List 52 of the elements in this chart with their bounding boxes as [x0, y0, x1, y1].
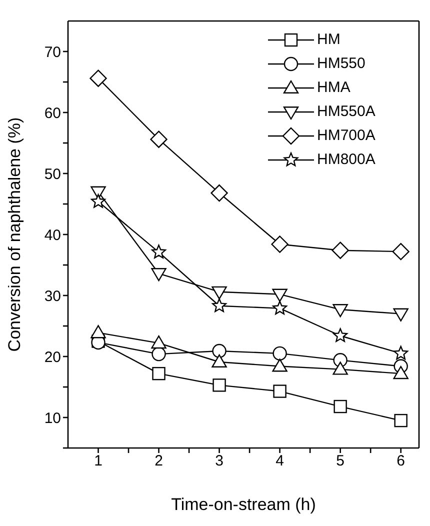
x-tick-label: 4 — [276, 452, 284, 470]
x-tick-label: 3 — [215, 452, 224, 470]
point — [152, 366, 166, 380]
point — [152, 346, 166, 362]
legend-label: HM — [317, 30, 340, 50]
legend-label: HM800A — [317, 150, 376, 170]
y-tick-label: 70 — [44, 44, 61, 61]
point — [393, 308, 408, 322]
x-tick-label: 2 — [154, 452, 163, 470]
point — [273, 384, 286, 398]
point — [151, 268, 166, 282]
point — [212, 378, 226, 392]
legend-label: HM550A — [317, 102, 376, 122]
x-tick-label: 5 — [336, 452, 344, 470]
point — [393, 366, 408, 380]
point — [91, 194, 106, 208]
point — [272, 300, 288, 315]
point — [272, 346, 287, 361]
point — [334, 400, 347, 414]
point — [333, 328, 348, 342]
legend-label: HM700A — [317, 126, 376, 146]
point — [150, 130, 168, 148]
point — [212, 354, 227, 368]
y-tick-label: 40 — [44, 226, 61, 244]
y-tick-label: 10 — [44, 410, 61, 427]
point — [332, 304, 348, 318]
y-tick-label: 30 — [44, 288, 61, 305]
point — [392, 242, 410, 260]
legend-label: HMA — [317, 78, 350, 98]
point — [332, 242, 349, 259]
point — [332, 362, 348, 375]
legend-label: HM550 — [317, 54, 366, 74]
x-tick-label: 6 — [396, 452, 406, 470]
y-axis-title: Conversion of naphthalene (%) — [5, 117, 24, 352]
y-tick-label: 20 — [44, 348, 61, 366]
point — [90, 70, 107, 87]
point — [152, 244, 166, 258]
point — [394, 346, 408, 360]
point — [210, 184, 228, 202]
point — [271, 236, 288, 253]
point — [272, 358, 288, 372]
x-axis-title: Time-on-stream (h) — [171, 495, 316, 514]
point — [272, 288, 288, 302]
point — [212, 286, 227, 300]
point — [212, 344, 226, 358]
point — [394, 414, 408, 428]
point — [151, 335, 166, 349]
y-tick-label: 60 — [44, 104, 61, 122]
point — [90, 325, 106, 338]
y-tick-label: 50 — [44, 166, 61, 183]
point — [212, 298, 227, 312]
x-tick-label: 1 — [94, 452, 102, 470]
